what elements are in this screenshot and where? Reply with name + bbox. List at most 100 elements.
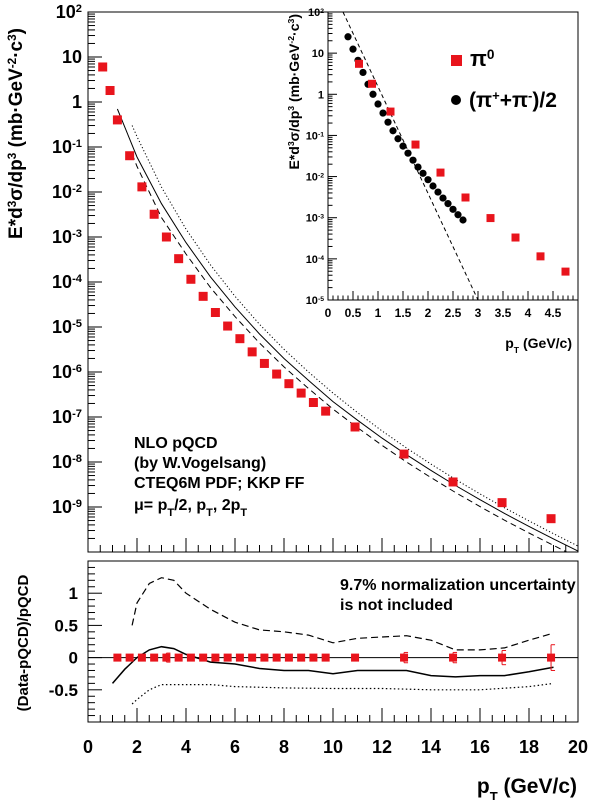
inset-x-axis-title: pT (GeV/c)	[505, 335, 572, 355]
ratio-data-point	[400, 653, 409, 662]
ratio-curve-dashed	[131, 577, 554, 651]
inset-charged-pion-point	[349, 45, 357, 53]
ratio-x-tick-label: 6	[230, 737, 240, 757]
inset-neutral-pion-point	[561, 267, 570, 276]
main-data-point	[235, 334, 245, 344]
legend-charged-pion-marker	[451, 95, 461, 105]
main-data-point	[210, 308, 220, 318]
main-data-point	[112, 115, 122, 125]
ratio-data-point	[284, 653, 293, 662]
inset-y-tick-label: 1	[318, 89, 324, 101]
legend-neutral-pion-marker	[451, 55, 462, 66]
ratio-x-tick-label: 4	[181, 737, 191, 757]
inset-charged-pion-point	[419, 169, 427, 177]
main-data-point	[448, 477, 458, 487]
ratio-y-tick-label: -0.5	[49, 681, 78, 700]
inset-x-tick-label: 0	[325, 306, 332, 320]
ratio-y-axis-title: (Data-pQCD)/pQCD	[15, 575, 32, 712]
inset-charged-pion-point	[414, 163, 422, 171]
annotation-pdf-ff: CTEQ6M PDF; KKP FF	[134, 475, 305, 492]
main-data-point	[321, 406, 331, 416]
annotation-scale: μ= pT/2, pT, 2pT	[134, 497, 247, 519]
legend-charged-pion-label: (π++π-)/2	[469, 88, 557, 113]
main-curve-solid	[116, 108, 578, 552]
inset-y-tick-label: 102	[308, 7, 324, 19]
main-data-point	[546, 514, 556, 524]
inset-x-tick-label: 1	[375, 306, 382, 320]
ratio-note-line-2: is not included	[340, 597, 453, 614]
main-plot-area	[116, 108, 578, 552]
inset-charged-pion-point	[399, 142, 407, 150]
ratio-curve-solid	[111, 645, 554, 684]
ratio-data-point	[449, 653, 458, 662]
ratio-curve-dotted	[131, 682, 554, 705]
ratio-data-point	[186, 653, 195, 662]
inset-x-tick-label: 3	[475, 306, 482, 320]
inset-x-tick-label: 1.5	[395, 306, 412, 320]
inset-neutral-pion-point	[386, 107, 395, 116]
inset-charged-pion-point	[429, 182, 437, 190]
inset-x-tick-label: 3.5	[495, 306, 512, 320]
ratio-data-point	[297, 653, 306, 662]
inset-charged-pion-point	[404, 149, 412, 157]
inset-plot-area	[342, 12, 570, 300]
inset-charged-pion-point	[434, 188, 442, 196]
main-y-tick-label: 10-2	[52, 182, 82, 202]
inset-x-tick-label: 4.5	[545, 306, 562, 320]
ratio-data-point	[272, 653, 281, 662]
annotation-nlo-pqcd: NLO pQCD	[134, 435, 218, 452]
ratio-data-point	[137, 653, 146, 662]
ratio-data-point	[248, 653, 257, 662]
main-data-point	[186, 274, 196, 284]
inset-y-tick-label: 10-5	[306, 295, 325, 307]
inset-x-tick-label: 4	[525, 306, 532, 320]
inset-y-tick-label: 10-4	[306, 254, 325, 266]
main-y-tick-label: 10-7	[52, 407, 82, 427]
inset-neutral-pion-point	[486, 214, 495, 223]
main-y-tick-label: 1	[72, 92, 82, 112]
ratio-data-point	[162, 653, 171, 662]
inset-charged-pion-point	[454, 211, 462, 219]
inset-x-tick-label: 2	[425, 306, 432, 320]
ratio-x-tick-label: 20	[568, 737, 588, 757]
main-y-tick-label: 10-3	[52, 227, 82, 247]
main-data-point	[272, 369, 282, 379]
ratio-data-point	[498, 653, 507, 662]
main-y-tick-label: 10-6	[52, 362, 82, 382]
ratio-data-point	[125, 653, 134, 662]
main-data-point	[161, 232, 171, 242]
inset-neutral-pion-point	[461, 193, 470, 202]
inset-y-axis-title: E*d3σ/dp3 (mb·GeV-2·c3)	[286, 14, 302, 169]
inset-charged-pion-point	[379, 109, 387, 117]
inset-charged-pion-point	[344, 33, 352, 41]
main-data-point	[296, 388, 306, 398]
ratio-data-point	[260, 653, 269, 662]
main-data-point	[223, 321, 233, 331]
legend-neutral-pion-label: π0	[470, 46, 495, 71]
ratio-x-tick-label: 18	[519, 737, 539, 757]
inset-y-tick-label: 10	[312, 48, 324, 60]
main-data-point	[284, 379, 294, 389]
ratio-y-tick-label: 0	[69, 649, 78, 668]
ratio-x-tick-label: 10	[323, 737, 343, 757]
main-y-tick-label: 10-8	[52, 452, 82, 472]
ratio-x-tick-label: 8	[279, 737, 289, 757]
inset-neutral-pion-point	[368, 79, 376, 88]
ratio-data-point	[211, 653, 220, 662]
ratio-x-tick-label: 0	[83, 737, 93, 757]
inset-x-tick-label: 0.5	[345, 306, 362, 320]
inset-x-tick-label: 2.5	[445, 306, 462, 320]
ratio-data-point	[199, 653, 208, 662]
ratio-data-point	[547, 653, 556, 662]
inset-charged-pion-point	[449, 205, 457, 213]
ratio-data-point	[235, 653, 244, 662]
main-data-point	[399, 449, 409, 459]
inset-charged-pion-point	[444, 200, 452, 208]
inset-y-tick-label: 10-3	[306, 213, 325, 225]
ratio-data-point	[113, 653, 122, 662]
inset-y-tick-label: 10-2	[306, 172, 325, 184]
x-axis-title: pT (GeV/c)	[477, 775, 577, 800]
ratio-data-point	[309, 653, 318, 662]
main-curve-dotted	[131, 125, 578, 547]
